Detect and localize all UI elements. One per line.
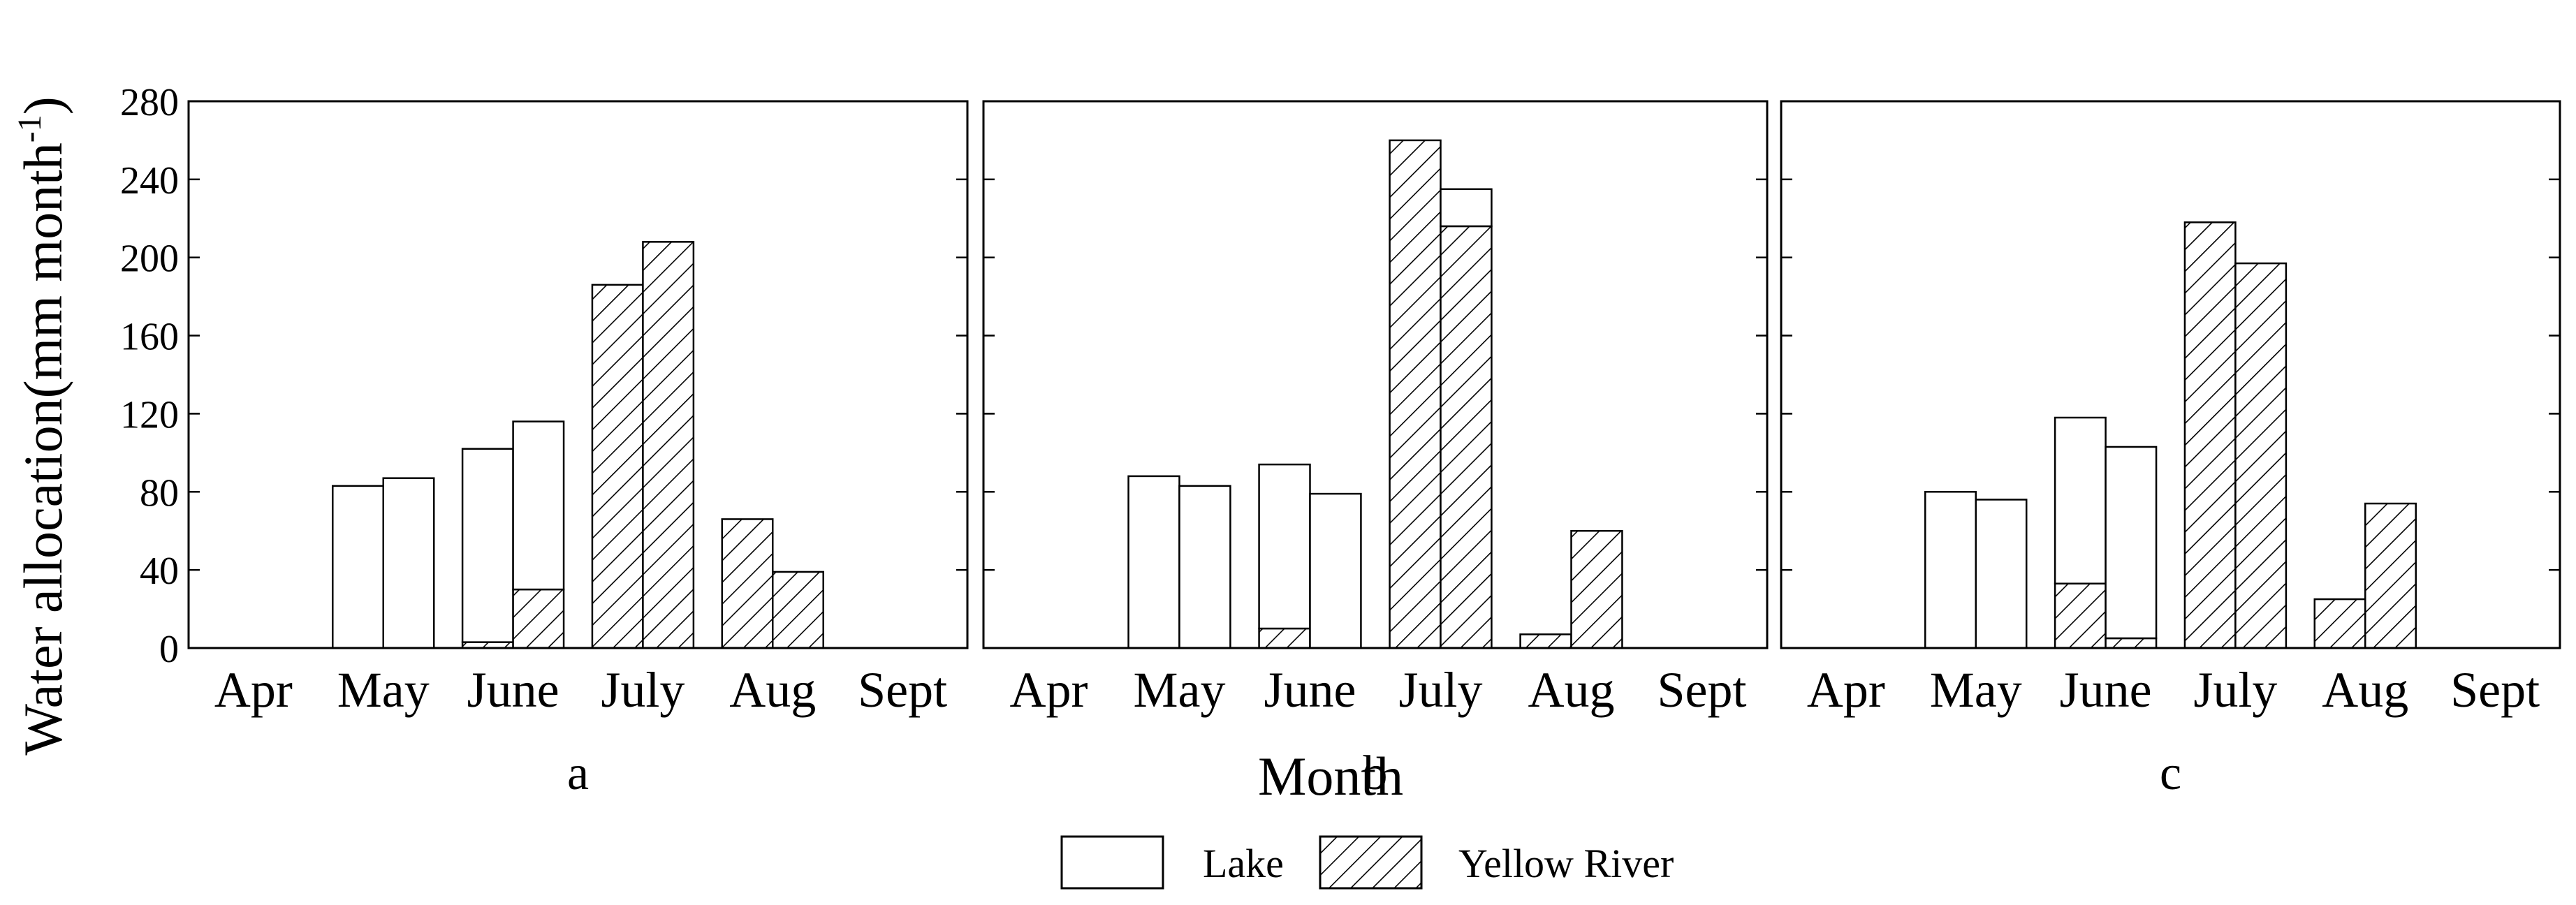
x-tick-label: May [1134, 662, 1226, 718]
x-tick-label: June [1264, 662, 1356, 718]
x-tick-label: Aug [2322, 662, 2408, 718]
legend-label-yellow-river: Yellow River [1458, 841, 1674, 886]
x-tick-label: Apr [1807, 662, 1885, 718]
bar-lake [1924, 491, 1977, 649]
plot-frame [982, 100, 1769, 649]
bar-yellow-river [2183, 221, 2237, 649]
y-axis-label-sup: -1 [11, 115, 48, 142]
bar-lake [1440, 188, 1493, 228]
x-tick-label: Sept [858, 662, 947, 718]
legend-label-lake: Lake [1203, 841, 1284, 886]
x-tick-label: Sept [2450, 662, 2540, 718]
panel-label: a [567, 746, 589, 800]
bar-yellow-river [2313, 598, 2366, 649]
bar-lake [1258, 463, 1311, 630]
legend-swatch-lake [1060, 835, 1164, 890]
bar-yellow-river [1519, 633, 1572, 649]
bar-lake [1309, 492, 1362, 649]
bar-lake [2105, 446, 2158, 640]
bar-lake [461, 448, 514, 643]
x-tick-label: Aug [729, 662, 816, 718]
y-tick-label: 0 [159, 628, 179, 671]
chart-panel-b: Apr May June July Aug Sept b [982, 100, 1769, 800]
bar-lake [1127, 475, 1180, 649]
y-tick-label: 160 [120, 316, 179, 359]
bar-yellow-river [512, 588, 565, 649]
x-axis-label: Month [1258, 746, 1403, 807]
bar-yellow-river [591, 284, 644, 649]
bar-yellow-river [2364, 502, 2417, 649]
chart-panels: 0 40 80 120 160 200 240 280 Apr May June July Aug Sep… [120, 81, 2561, 800]
panel-label: b [1363, 746, 1388, 800]
bar-yellow-river [642, 241, 695, 649]
y-tick-label: 120 [120, 393, 179, 436]
bar-lake [1975, 499, 2028, 649]
bar-yellow-river [2054, 582, 2107, 649]
chart-panel-c: Apr May June July Aug Sept c [1780, 100, 2561, 800]
legend: Lake Yellow River [1060, 835, 1674, 890]
bar-yellow-river [1570, 529, 1623, 649]
plot-frame [187, 100, 969, 649]
legend-swatch-yellow-river [1319, 835, 1423, 890]
bar-yellow-river [2234, 262, 2288, 649]
y-axis-label-main: Water allocation(mm month [13, 142, 73, 755]
x-tick-label: May [1930, 662, 2022, 718]
plot-frame [1780, 100, 2561, 649]
y-tick-label: 80 [140, 471, 179, 515]
x-tick-label: Apr [1010, 662, 1088, 718]
bar-lake [1178, 485, 1231, 649]
x-tick-label: Aug [1528, 662, 1615, 718]
x-tick-label: July [1398, 662, 1482, 718]
y-axis-label-close: ) [13, 96, 73, 115]
y-tick-label: 280 [120, 81, 179, 124]
bar-lake [2054, 416, 2107, 584]
x-tick-label: July [601, 662, 685, 718]
x-tick-label: June [467, 662, 559, 718]
bar-lake [512, 420, 565, 591]
y-axis-label: Water allocation(mm month-1) [11, 96, 73, 755]
x-tick-label: Apr [214, 662, 293, 718]
bar-yellow-river [2105, 637, 2158, 649]
y-tick-label: 40 [140, 550, 179, 593]
y-tick-label: 240 [120, 159, 179, 203]
x-tick-label: May [337, 662, 430, 718]
bar-lake [382, 477, 435, 649]
bar-lake [332, 485, 384, 649]
x-tick-label: Sept [1657, 662, 1746, 718]
bar-yellow-river [721, 518, 774, 649]
panel-label: c [2160, 746, 2181, 800]
bar-yellow-river [1440, 225, 1493, 649]
bar-yellow-river [772, 571, 824, 649]
chart-panel-a: 0 40 80 120 160 200 240 280 Apr May June July Aug Sep… [120, 81, 969, 800]
x-tick-label: June [2060, 662, 2152, 718]
x-tick-label: July [2193, 662, 2277, 718]
bar-yellow-river [1258, 627, 1311, 649]
bar-yellow-river [1389, 139, 1442, 649]
y-tick-label: 200 [120, 237, 179, 281]
